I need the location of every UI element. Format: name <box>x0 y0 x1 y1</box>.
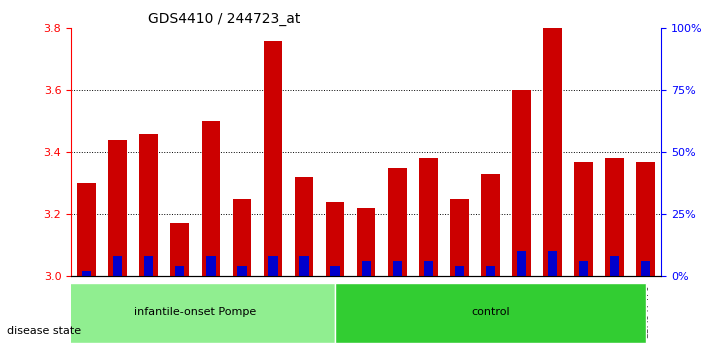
Bar <box>610 256 619 276</box>
Bar <box>144 256 154 276</box>
Bar <box>543 28 562 276</box>
Bar <box>486 266 495 276</box>
Bar <box>331 266 340 276</box>
Text: control: control <box>471 307 510 316</box>
Bar <box>201 121 220 276</box>
Bar <box>108 140 127 276</box>
Bar <box>517 251 526 276</box>
Bar <box>455 266 464 276</box>
Bar <box>326 202 344 276</box>
Bar <box>450 199 469 276</box>
Bar <box>636 161 655 276</box>
Bar <box>392 261 402 276</box>
Bar <box>139 133 158 276</box>
Bar <box>77 183 96 276</box>
FancyBboxPatch shape <box>335 283 646 343</box>
Bar <box>232 199 251 276</box>
Text: infantile-onset Pompe: infantile-onset Pompe <box>134 307 257 316</box>
Bar <box>206 256 215 276</box>
Bar <box>419 159 437 276</box>
Bar <box>361 261 371 276</box>
Bar <box>548 251 557 276</box>
Bar <box>579 261 588 276</box>
Text: GDS4410 / 244723_at: GDS4410 / 244723_at <box>148 12 300 26</box>
Bar <box>388 168 407 276</box>
Bar <box>171 223 189 276</box>
Bar <box>357 208 375 276</box>
Bar <box>268 256 277 276</box>
Bar <box>113 256 122 276</box>
Text: disease state: disease state <box>7 326 81 336</box>
Bar <box>574 161 593 276</box>
Bar <box>424 261 433 276</box>
Bar <box>175 266 184 276</box>
Bar <box>299 256 309 276</box>
Bar <box>512 90 531 276</box>
Bar <box>641 261 651 276</box>
Bar <box>264 41 282 276</box>
Bar <box>605 159 624 276</box>
Bar <box>295 177 314 276</box>
Bar <box>82 271 91 276</box>
Bar <box>481 174 500 276</box>
FancyBboxPatch shape <box>55 283 335 343</box>
Bar <box>237 266 247 276</box>
